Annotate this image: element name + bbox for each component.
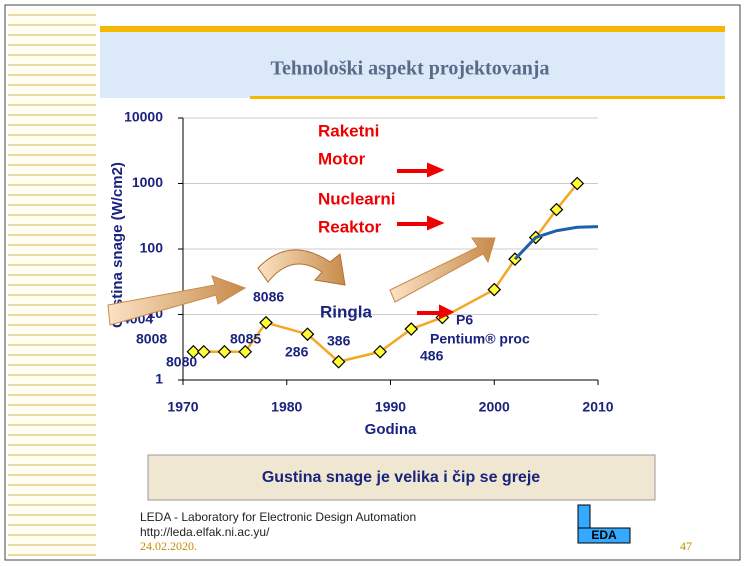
x-tick-label: 2000 (479, 399, 510, 415)
logo-text: EDA (591, 528, 617, 542)
date: 24.02.2020. (140, 539, 197, 553)
annotation: Motor (318, 149, 366, 168)
slide: Tehnološki aspekt projektovanja 11010010… (0, 0, 746, 566)
footer-line: LEDA - Laboratory for Electronic Design … (140, 510, 416, 524)
footer-line: http://leda.elfak.ni.ac.yu/ (140, 525, 270, 539)
annotation: Reaktor (318, 217, 382, 236)
slide-title: Tehnološki aspekt projektovanja (271, 58, 550, 80)
top-bar (100, 26, 725, 32)
y-tick-label: 1000 (132, 174, 163, 190)
annotation: 8008 (136, 331, 167, 347)
side-stripes (8, 8, 96, 557)
x-tick-label: 1990 (375, 399, 406, 415)
annotation: P6 (456, 312, 473, 328)
annotation: 286 (285, 344, 309, 360)
annotation: Ringla (320, 302, 372, 321)
y-tick-label: 10000 (124, 109, 163, 125)
caption: Gustina snage je velika i čip se greje (262, 469, 540, 486)
page-number: 47 (680, 539, 692, 553)
annotation: 8086 (253, 289, 284, 305)
x-axis-label: Godina (365, 421, 417, 438)
x-tick-label: 1970 (167, 399, 198, 415)
annotation: Pentium® proc (430, 331, 530, 347)
annotation: 8085 (230, 331, 261, 347)
annotation: Nuclearni (318, 189, 395, 208)
annotation: 8080 (166, 354, 197, 370)
y-tick-label: 1 (155, 371, 163, 387)
x-tick-label: 2010 (582, 399, 613, 415)
annotation: Raketni (318, 121, 379, 140)
y-tick-label: 100 (140, 240, 164, 256)
x-tick-label: 1980 (271, 399, 302, 415)
annotation: 386 (327, 333, 351, 349)
title-underline (250, 96, 725, 99)
annotation: 486 (420, 348, 444, 364)
